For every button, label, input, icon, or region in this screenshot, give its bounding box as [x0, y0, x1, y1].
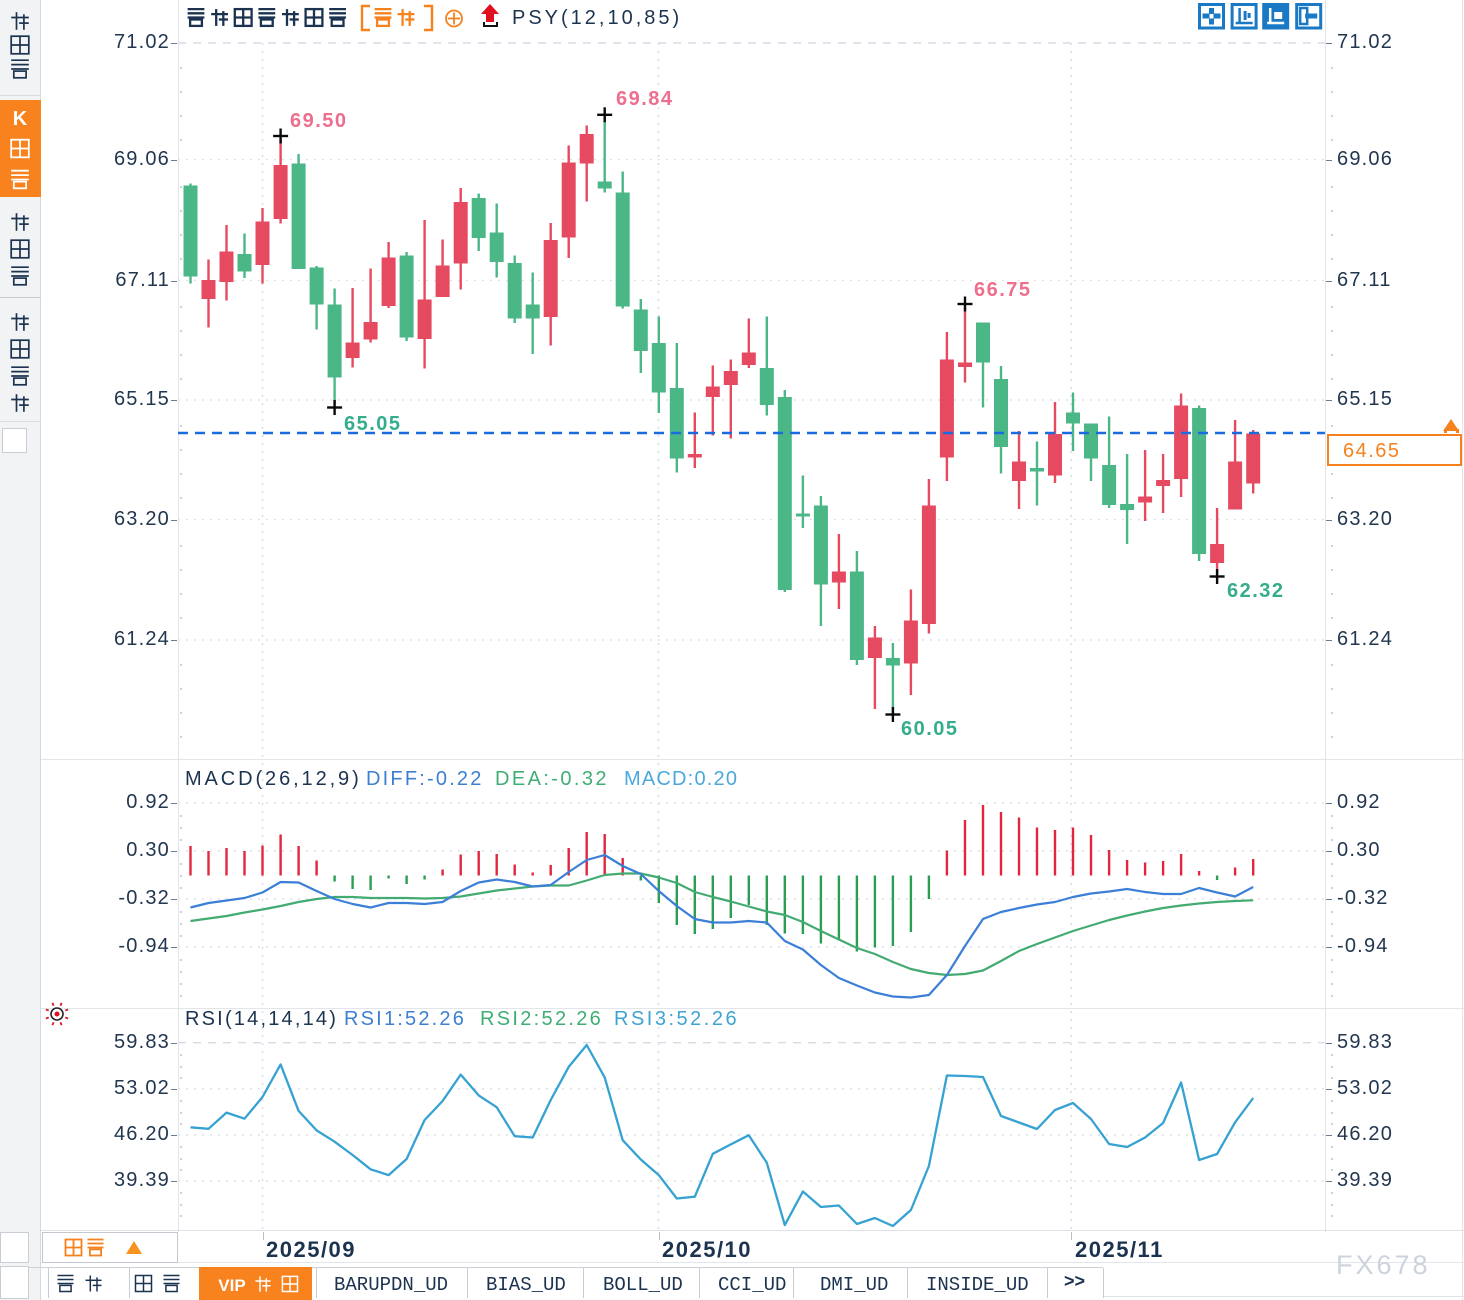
svg-text:K: K	[13, 108, 28, 130]
svg-text:VIP: VIP	[218, 1276, 245, 1295]
